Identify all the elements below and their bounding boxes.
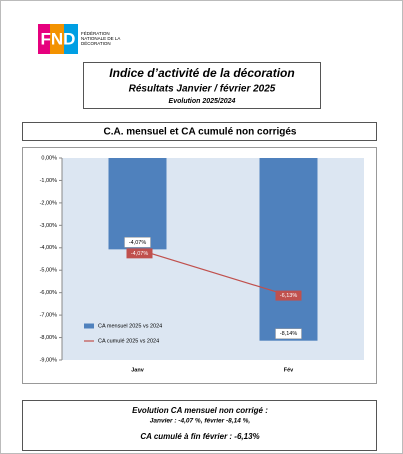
summary-line: Janvier : -4,07 %, février -8,14 %,	[150, 418, 251, 425]
bar	[259, 158, 318, 341]
summary-line: CA cumulé à fin février : -6,13%	[140, 432, 259, 441]
bar	[108, 158, 167, 250]
summary-line: Evolution CA mensuel non corrigé :	[132, 406, 268, 415]
y-tick-label: 0,00%	[41, 155, 57, 161]
chart: 0,00% -1,00% -2,00% -3,00% -4,00% -5,00% -6,00…	[40, 155, 364, 373]
y-tick-label: -6,00%	[40, 290, 58, 296]
x-tick-label: Fév	[284, 367, 294, 373]
data-label-box	[124, 237, 151, 248]
y-tick-label: -1,00%	[40, 178, 58, 184]
y-tick-label: -5,00%	[40, 268, 58, 274]
data-label: -4,07%	[131, 251, 149, 257]
y-tick-label: -8,00%	[40, 335, 58, 341]
y-tick-label: -9,00%	[40, 357, 58, 363]
logo-block	[50, 24, 64, 54]
note: Evolution 2025/2024	[169, 98, 236, 105]
x-tick-label: Janv	[131, 367, 144, 373]
data-label-box	[126, 248, 153, 259]
summary-box	[22, 400, 377, 451]
chart-title: C.A. mensuel et CA cumulé non corrigés	[103, 127, 296, 138]
y-tick-label: -7,00%	[40, 313, 58, 319]
data-label-box	[275, 290, 302, 301]
data-label: -6,13%	[280, 293, 298, 299]
line	[137, 248, 289, 297]
data-label: -4,07%	[129, 240, 147, 246]
logo-caption: DÉCORATION	[81, 40, 111, 46]
data-label-box	[275, 328, 302, 339]
title-box	[83, 62, 321, 109]
plot-area	[62, 158, 364, 360]
legend-label: CA mensuel 2025 vs 2024	[98, 323, 162, 329]
title: Indice d’activité de la décoration	[109, 66, 294, 80]
legend-label: CA cumulé 2025 vs 2024	[98, 338, 159, 344]
subtitle: Résultats Janvier / février 2025	[129, 84, 276, 95]
logo-block	[38, 24, 50, 54]
y-tick-label: -2,00%	[40, 200, 58, 206]
logo-caption: NATIONALE DE LA	[81, 36, 120, 41]
legend-swatch	[84, 323, 94, 329]
logo-block	[64, 24, 78, 54]
logo-text: FND	[41, 29, 76, 48]
data-label: -8,14%	[280, 331, 298, 337]
chart-title-box	[22, 122, 377, 141]
logo: FND FÉDÉRATION NATIONALE DE LA DÉCORATIO…	[38, 24, 120, 54]
y-tick-label: -4,00%	[40, 245, 58, 251]
logo-caption: FÉDÉRATION	[81, 30, 110, 36]
y-tick-label: -3,00%	[40, 223, 58, 229]
